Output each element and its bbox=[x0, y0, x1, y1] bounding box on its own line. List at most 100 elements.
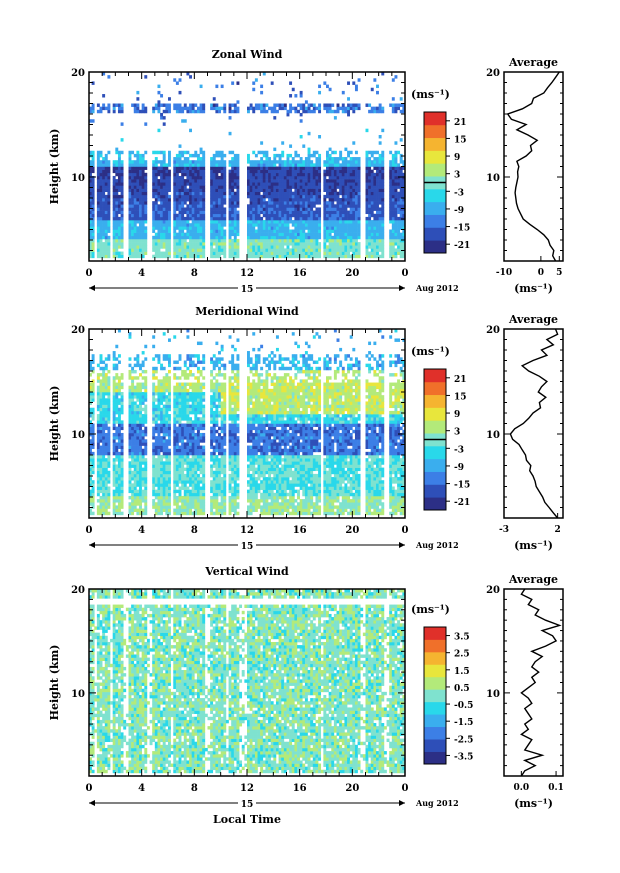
heatmap-cell bbox=[373, 229, 377, 233]
heatmap-cell bbox=[128, 229, 132, 233]
heatmap-cell bbox=[112, 109, 116, 114]
heatmap-cell bbox=[89, 119, 92, 123]
heatmap-cell bbox=[262, 150, 266, 155]
heatmap-cell bbox=[181, 511, 185, 516]
heatmap-cell bbox=[186, 204, 190, 208]
heatmap-cell bbox=[104, 486, 108, 490]
heatmap-cell bbox=[157, 220, 161, 224]
heatmap-cell bbox=[341, 179, 345, 183]
heatmap-cell bbox=[307, 204, 311, 208]
heatmap-cell bbox=[160, 194, 164, 199]
heatmap-cell bbox=[160, 207, 164, 211]
heatmap-cell bbox=[139, 448, 142, 453]
heatmap-cell bbox=[181, 455, 185, 459]
heatmap-cell bbox=[310, 109, 314, 114]
heatmap-cell bbox=[389, 242, 393, 246]
heatmap-cell bbox=[341, 166, 345, 170]
heatmap-cell bbox=[202, 191, 206, 196]
heatmap-cell bbox=[141, 106, 145, 111]
heatmap-cell bbox=[249, 169, 253, 174]
heatmap-cell bbox=[160, 201, 164, 205]
heatmap-cell bbox=[273, 229, 277, 233]
heatmap-cell bbox=[299, 245, 303, 249]
heatmap-cell bbox=[128, 489, 132, 494]
heatmap-cell bbox=[323, 179, 327, 183]
heatmap-cell bbox=[117, 467, 121, 472]
heatmap-cell bbox=[286, 251, 290, 255]
heatmap-cell bbox=[199, 84, 203, 89]
heatmap-cell bbox=[394, 179, 398, 183]
heatmap-cell bbox=[157, 392, 161, 396]
heatmap-cell bbox=[220, 160, 224, 164]
heatmap-cell bbox=[212, 175, 216, 180]
heatmap-cell bbox=[220, 157, 224, 161]
heatmap-cell bbox=[210, 175, 214, 180]
heatmap-cell bbox=[107, 160, 111, 164]
heatmap-cell bbox=[144, 467, 148, 472]
heatmap-cell bbox=[247, 160, 250, 164]
heatmap-cell bbox=[268, 172, 271, 177]
heatmap-cell bbox=[252, 81, 256, 85]
heatmap-cell bbox=[186, 245, 190, 249]
heatmap-cell bbox=[389, 245, 393, 249]
heatmap-cell bbox=[339, 232, 343, 237]
heatmap-cell bbox=[252, 179, 256, 183]
heatmap-cell bbox=[91, 210, 95, 215]
heatmap-cell bbox=[178, 404, 182, 409]
heatmap-cell bbox=[115, 489, 119, 494]
heatmap-cell bbox=[173, 232, 177, 237]
heatmap-cell bbox=[357, 172, 361, 177]
heatmap-cell bbox=[328, 216, 332, 221]
heatmap-cell bbox=[373, 157, 377, 161]
heatmap-cell bbox=[128, 153, 132, 158]
heatmap-cell bbox=[141, 461, 145, 465]
heatmap-cell bbox=[168, 254, 171, 259]
heatmap-cell bbox=[215, 153, 219, 158]
heatmap-cell bbox=[165, 379, 169, 383]
heatmap-cell bbox=[215, 191, 219, 196]
heatmap-cell bbox=[202, 210, 206, 215]
heatmap-cell bbox=[310, 242, 314, 246]
heatmap-cell bbox=[91, 185, 95, 189]
heatmap-cell bbox=[394, 235, 398, 240]
heatmap-cell bbox=[260, 103, 264, 107]
heatmap-cell bbox=[162, 464, 166, 468]
heatmap-cell bbox=[199, 216, 203, 221]
heatmap-cell bbox=[228, 254, 232, 259]
heatmap-cell bbox=[307, 226, 311, 230]
heatmap-cell bbox=[297, 163, 300, 167]
heatmap-cell bbox=[139, 492, 142, 497]
heatmap-cell bbox=[352, 81, 356, 85]
heatmap-cell bbox=[131, 188, 135, 192]
heatmap-cell bbox=[257, 150, 261, 155]
heatmap-cell bbox=[104, 238, 108, 243]
heatmap-cell bbox=[168, 194, 171, 199]
heatmap-cell bbox=[349, 185, 353, 189]
heatmap-cell bbox=[141, 376, 145, 380]
heatmap-cell bbox=[236, 163, 240, 167]
heatmap-cell bbox=[381, 229, 385, 233]
heatmap-cell bbox=[144, 477, 148, 481]
heatmap-cell bbox=[228, 242, 232, 246]
heatmap-cell bbox=[120, 407, 124, 412]
heatmap-cell bbox=[202, 251, 206, 255]
heatmap-cell bbox=[91, 188, 95, 192]
heatmap-cell bbox=[228, 163, 232, 167]
heatmap-cell bbox=[112, 106, 116, 111]
heatmap-cell bbox=[236, 81, 240, 85]
heatmap-cell bbox=[152, 480, 156, 484]
heatmap-cell bbox=[139, 464, 142, 468]
heatmap-cell bbox=[107, 357, 111, 361]
heatmap-cell bbox=[275, 169, 279, 174]
heatmap-cell bbox=[228, 175, 232, 180]
heatmap-cell bbox=[131, 388, 135, 393]
heatmap-cell bbox=[102, 245, 106, 249]
heatmap-cell bbox=[260, 106, 264, 111]
heatmap-cell bbox=[133, 106, 137, 111]
heatmap-cell bbox=[394, 220, 398, 224]
heatmap-cell bbox=[91, 109, 95, 114]
heatmap-cell bbox=[136, 235, 140, 240]
heatmap-cell bbox=[141, 458, 145, 462]
heatmap-cell bbox=[365, 232, 369, 237]
heatmap-cell bbox=[165, 194, 169, 199]
